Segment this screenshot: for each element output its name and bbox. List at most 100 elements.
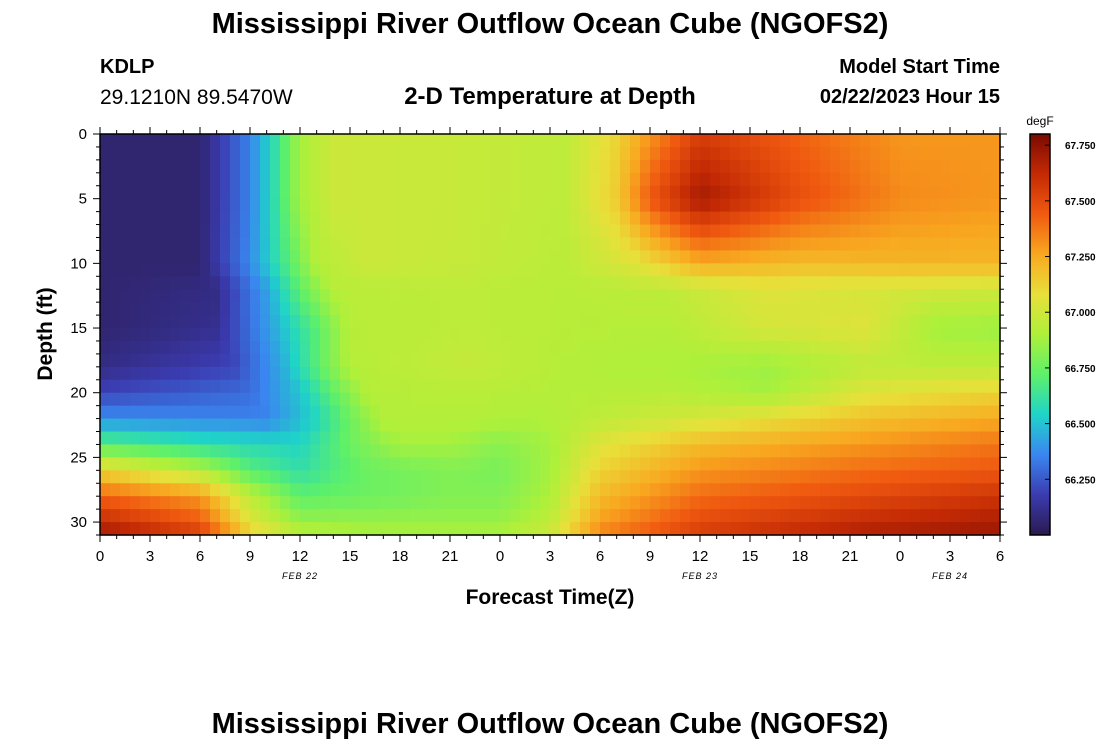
heatmap-cell [890,276,901,290]
x-tick-label: 3 [146,548,154,565]
heatmap-cell [800,418,811,433]
heatmap-cell [990,250,1001,264]
heatmap-cell [800,211,811,226]
heatmap-cell [680,522,691,536]
heatmap-cell [960,392,971,407]
heatmap-cell [730,250,741,264]
heatmap-cell [940,263,951,277]
heatmap-cell [770,496,781,510]
heatmap-cell [320,457,331,471]
heatmap-cell [590,444,601,458]
heatmap-cell [150,315,161,329]
heatmap-cell [660,418,671,433]
heatmap-cell [420,457,431,471]
heatmap-cell [610,159,621,174]
heatmap-cell [660,444,671,458]
heatmap-cell [510,470,521,484]
heatmap-cell [240,198,251,213]
heatmap-cell [330,198,341,213]
heatmap-cell [300,289,311,303]
heatmap-cell [460,405,471,420]
heatmap-cell [200,224,211,239]
heatmap-cell [800,379,811,394]
heatmap-cell [670,483,681,497]
heatmap-cell [490,457,501,471]
heatmap-cell [810,392,821,407]
heatmap-cell [810,276,821,290]
heatmap-cell [850,289,861,303]
heatmap-cell [670,353,681,368]
heatmap-cell [400,418,411,433]
heatmap-cell [220,134,231,148]
heatmap-cell [300,134,311,148]
heatmap-cell [270,159,281,174]
heatmap-cell [130,276,141,290]
heatmap-cell [750,340,761,355]
heatmap-cell [460,457,471,471]
heatmap-cell [370,366,381,381]
heatmap-cell [570,263,581,277]
heatmap-cell [790,457,801,471]
heatmap-cell [640,340,651,355]
heatmap-cell [600,198,611,213]
heatmap-cell [140,159,151,174]
heatmap-cell [220,211,231,226]
heatmap-cell [160,405,171,420]
heatmap-cell [570,198,581,213]
heatmap-cell [130,353,141,368]
heatmap-cell [590,172,601,187]
heatmap-cell [250,405,261,420]
heatmap-cell [680,185,691,200]
heatmap-cell [190,431,201,446]
heatmap-cell [400,224,411,239]
heatmap-cell [520,509,531,523]
heatmap-cell [140,134,151,148]
heatmap-cell [690,392,701,407]
heatmap-cell [280,431,291,446]
heatmap-cell [500,134,511,148]
heatmap-cell [410,353,421,368]
heatmap-cell [330,457,341,471]
heatmap-cell [760,353,771,368]
heatmap-cell [140,237,151,252]
heatmap-cell [930,263,941,277]
heatmap-cell [660,392,671,407]
heatmap-cell [170,315,181,329]
heatmap-cell [850,444,861,458]
heatmap-cell [140,224,151,239]
heatmap-cell [560,211,571,226]
heatmap-cell [580,496,591,510]
heatmap-cell [940,250,951,264]
heatmap-cell [200,172,211,187]
heatmap-cell [160,276,171,290]
heatmap-cell [260,185,271,200]
heatmap-cell [900,134,911,148]
heatmap-cell [970,211,981,226]
heatmap-cell [750,522,761,536]
heatmap-cell [920,496,931,510]
heatmap-cell [810,224,821,239]
heatmap-cell [520,185,531,200]
heatmap-cell [820,496,831,510]
heatmap-cell [800,302,811,316]
heatmap-cell [930,431,941,446]
heatmap-cell [460,470,471,484]
heatmap-cell [630,276,641,290]
heatmap-cell [170,198,181,213]
heatmap-cell [630,172,641,187]
heatmap-cell [490,185,501,200]
heatmap-cell [110,405,121,420]
heatmap-cells [100,134,1001,536]
heatmap-cell [310,159,321,174]
heatmap-cell [170,328,181,342]
heatmap-cell [830,405,841,420]
heatmap-cell [410,431,421,446]
heatmap-cell [280,328,291,342]
heatmap-cell [680,224,691,239]
heatmap-cell [400,392,411,407]
heatmap-cell [590,159,601,174]
heatmap-cell [660,522,671,536]
heatmap-cell [540,302,551,316]
heatmap-cell [400,496,411,510]
heatmap-cell [720,276,731,290]
